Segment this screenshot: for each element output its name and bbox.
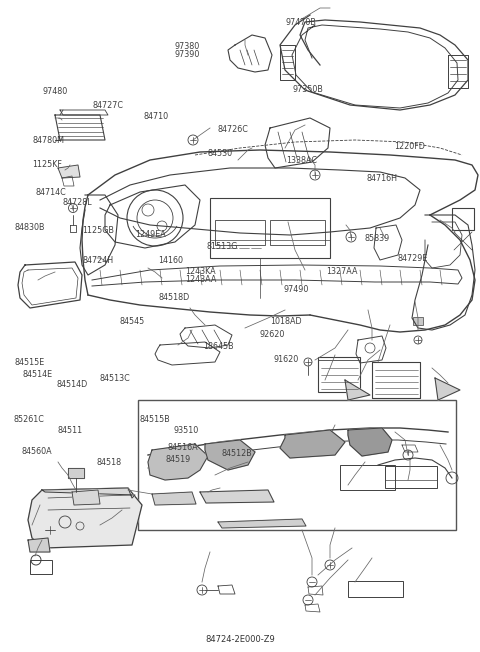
Text: 84513C: 84513C — [100, 374, 131, 383]
Text: 84710: 84710 — [144, 111, 169, 121]
Text: 97480: 97480 — [42, 87, 68, 96]
Bar — [30, 560, 52, 574]
Polygon shape — [148, 444, 208, 480]
Text: 84830B: 84830B — [14, 223, 45, 232]
Text: 1338AC: 1338AC — [286, 156, 317, 165]
Text: 92620: 92620 — [259, 330, 285, 339]
Bar — [340, 465, 395, 490]
Text: 1125KF: 1125KF — [33, 160, 62, 169]
Bar — [138, 400, 456, 530]
Text: 84515E: 84515E — [14, 358, 45, 367]
Bar — [215, 220, 265, 245]
Polygon shape — [42, 488, 135, 498]
Text: 1327AA: 1327AA — [326, 267, 358, 276]
Text: 84514E: 84514E — [22, 370, 52, 379]
Bar — [372, 362, 420, 398]
Bar — [210, 198, 330, 258]
Bar — [348, 581, 403, 597]
Text: 84560A: 84560A — [21, 447, 52, 456]
Text: 84519: 84519 — [165, 454, 191, 464]
Text: 84728L: 84728L — [62, 198, 92, 207]
Polygon shape — [348, 428, 392, 456]
Polygon shape — [280, 430, 345, 458]
Text: 97490: 97490 — [283, 285, 309, 294]
Polygon shape — [200, 490, 274, 503]
Text: 93510: 93510 — [174, 426, 199, 435]
Text: 18645B: 18645B — [204, 342, 234, 351]
Text: 85261C: 85261C — [13, 415, 44, 424]
Text: 1125GB: 1125GB — [83, 226, 115, 235]
Text: 84512B: 84512B — [222, 449, 252, 458]
Polygon shape — [28, 488, 142, 548]
Polygon shape — [345, 380, 370, 400]
Text: 84726C: 84726C — [217, 125, 248, 134]
Text: 84518: 84518 — [97, 458, 122, 467]
Text: 84714C: 84714C — [36, 188, 67, 198]
Text: 84724-2E000-Z9: 84724-2E000-Z9 — [205, 636, 275, 644]
Text: 84780M: 84780M — [33, 136, 65, 145]
Polygon shape — [205, 440, 255, 470]
Polygon shape — [58, 165, 80, 178]
Text: 97380: 97380 — [175, 42, 200, 52]
Text: 1220FD: 1220FD — [395, 142, 425, 151]
Text: 1243AA: 1243AA — [185, 275, 216, 284]
Text: 84514D: 84514D — [57, 379, 88, 389]
Text: 91620: 91620 — [274, 355, 299, 364]
Text: 97470B: 97470B — [286, 18, 316, 27]
Text: 84729E: 84729E — [397, 254, 428, 263]
Text: 14160: 14160 — [158, 256, 183, 265]
Polygon shape — [28, 538, 50, 552]
Text: 84545: 84545 — [119, 317, 144, 326]
Text: 1018AD: 1018AD — [270, 317, 301, 326]
Text: 1249EA: 1249EA — [135, 230, 166, 239]
Polygon shape — [68, 468, 84, 478]
Bar — [318, 357, 360, 392]
Text: 1243KA: 1243KA — [185, 267, 216, 276]
Bar — [270, 220, 325, 245]
Polygon shape — [72, 490, 100, 505]
Polygon shape — [218, 519, 306, 528]
Text: 84724H: 84724H — [83, 256, 114, 265]
Text: 84716H: 84716H — [367, 174, 398, 183]
Text: 81513G: 81513G — [206, 242, 238, 251]
Bar — [413, 317, 423, 325]
Text: 84516A: 84516A — [167, 443, 198, 452]
Bar — [452, 208, 474, 230]
Text: 97390: 97390 — [175, 50, 200, 59]
Text: 84518D: 84518D — [158, 293, 190, 303]
Text: 84515B: 84515B — [139, 415, 170, 424]
Text: 84511: 84511 — [58, 426, 83, 435]
Text: 97350B: 97350B — [293, 85, 324, 95]
Polygon shape — [152, 492, 196, 505]
Polygon shape — [435, 378, 460, 400]
Bar — [385, 466, 437, 488]
Text: 85839: 85839 — [365, 234, 390, 243]
Text: 84727C: 84727C — [92, 101, 123, 110]
Text: 84530: 84530 — [207, 149, 232, 158]
